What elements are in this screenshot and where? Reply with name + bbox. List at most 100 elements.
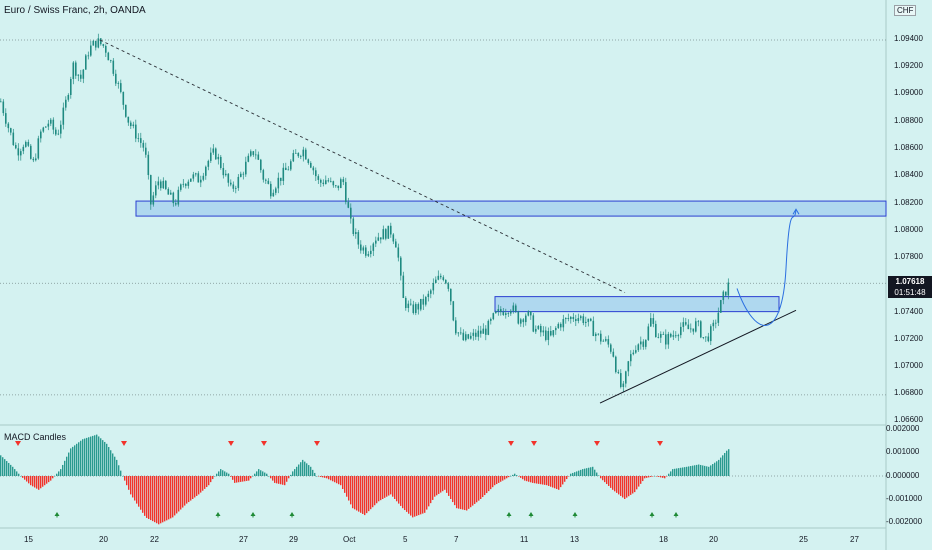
macd-histogram-bar bbox=[200, 476, 202, 493]
macd-histogram-bar bbox=[440, 476, 442, 493]
candle-body bbox=[492, 313, 495, 320]
candle-body bbox=[697, 321, 700, 323]
macd-histogram-bar bbox=[236, 476, 238, 483]
candle-body bbox=[407, 303, 410, 308]
macd-histogram-bar bbox=[654, 476, 656, 477]
candle-body bbox=[50, 119, 52, 124]
macd-histogram-bar bbox=[496, 476, 498, 485]
macd-histogram-bar bbox=[614, 476, 616, 492]
macd-histogram-bar bbox=[126, 476, 128, 486]
candle-body bbox=[270, 183, 272, 197]
buy-signal-marker bbox=[250, 512, 256, 516]
macd-histogram-bar bbox=[524, 476, 526, 481]
macd-histogram-bar bbox=[204, 476, 206, 489]
macd-histogram-bar bbox=[140, 476, 142, 510]
candle-body bbox=[700, 321, 702, 338]
candle-body bbox=[685, 322, 687, 325]
macd-histogram-bar bbox=[710, 465, 712, 476]
macd-histogram-bar bbox=[36, 476, 38, 489]
macd-histogram-bar bbox=[418, 476, 420, 516]
candle-body bbox=[560, 323, 562, 328]
macd-histogram-bar bbox=[584, 468, 586, 476]
candle-body bbox=[562, 319, 565, 328]
macd-histogram-bar bbox=[148, 476, 150, 519]
time-tick-label: 27 bbox=[850, 535, 859, 544]
macd-histogram-bar bbox=[698, 464, 700, 476]
candle-body bbox=[337, 185, 340, 189]
macd-histogram-bar bbox=[534, 476, 536, 484]
macd-histogram-bar bbox=[20, 476, 22, 477]
candle-body bbox=[295, 152, 297, 154]
macd-histogram-bar bbox=[98, 436, 100, 476]
candle-body bbox=[710, 326, 712, 342]
macd-histogram-bar bbox=[340, 476, 342, 486]
candle-body bbox=[402, 275, 405, 298]
currency-badge[interactable]: CHF bbox=[894, 5, 917, 16]
candle-body bbox=[507, 313, 510, 315]
macd-histogram-bar bbox=[410, 476, 412, 516]
macd-histogram-bar bbox=[170, 476, 172, 519]
macd-histogram-bar bbox=[686, 466, 688, 476]
macd-histogram-bar bbox=[406, 476, 408, 512]
macd-histogram-bar bbox=[498, 476, 500, 483]
candle-body bbox=[232, 184, 235, 189]
candle-body bbox=[97, 38, 100, 48]
macd-histogram-bar bbox=[542, 476, 544, 485]
macd-histogram-bar bbox=[572, 472, 574, 476]
candle-body bbox=[282, 167, 285, 181]
candle-body bbox=[357, 232, 360, 245]
macd-histogram-bar bbox=[552, 476, 554, 488]
macd-histogram-bar bbox=[286, 476, 288, 482]
macd-histogram-bar bbox=[252, 476, 254, 477]
macd-histogram-bar bbox=[16, 471, 18, 476]
candle-body bbox=[162, 180, 165, 189]
candle-body bbox=[22, 146, 25, 152]
candle-body bbox=[575, 319, 577, 321]
macd-histogram-bar bbox=[194, 476, 196, 498]
macd-histogram-bar bbox=[0, 455, 2, 476]
macd-tick-label: -0.002000 bbox=[886, 517, 923, 526]
macd-histogram-bar bbox=[210, 476, 212, 483]
candle-body bbox=[330, 181, 332, 183]
candle-body bbox=[645, 339, 647, 347]
macd-histogram-bar bbox=[324, 476, 326, 478]
macd-histogram-bar bbox=[468, 476, 470, 509]
macd-histogram-bar bbox=[40, 476, 42, 489]
candle-body bbox=[392, 234, 395, 242]
macd-histogram-bar bbox=[318, 476, 320, 477]
macd-histogram-bar bbox=[712, 464, 714, 476]
macd-histogram-bar bbox=[578, 470, 580, 476]
macd-histogram-bar bbox=[634, 476, 636, 493]
macd-histogram-bar bbox=[696, 464, 698, 476]
macd-histogram-bar bbox=[332, 476, 334, 482]
macd-panel-label[interactable]: MACD Candles bbox=[4, 432, 67, 442]
candle-body bbox=[112, 60, 115, 74]
macd-histogram-bar bbox=[434, 476, 436, 497]
macd-histogram-bar bbox=[94, 435, 96, 476]
candle-body bbox=[467, 334, 470, 339]
macd-histogram-bar bbox=[8, 462, 10, 476]
macd-histogram-bar bbox=[724, 453, 726, 476]
macd-histogram-bar bbox=[526, 476, 528, 482]
macd-histogram-bar bbox=[86, 437, 88, 476]
candle-body bbox=[622, 383, 625, 388]
macd-histogram-bar bbox=[184, 476, 186, 506]
time-tick-label: 20 bbox=[709, 535, 718, 544]
candle-body bbox=[365, 247, 367, 256]
macd-histogram-bar bbox=[706, 466, 708, 476]
macd-histogram-bar bbox=[92, 435, 94, 476]
macd-histogram-bar bbox=[604, 476, 606, 483]
candle-body bbox=[182, 183, 185, 185]
candle-body bbox=[25, 141, 27, 147]
macd-histogram-bar bbox=[232, 476, 234, 480]
macd-histogram-bar bbox=[728, 449, 730, 476]
macd-histogram-bar bbox=[296, 466, 298, 476]
candle-body bbox=[490, 319, 492, 321]
candle-body bbox=[465, 334, 467, 341]
macd-histogram-bar bbox=[596, 472, 598, 476]
candle-body bbox=[520, 319, 522, 324]
macd-histogram-bar bbox=[356, 476, 358, 511]
candle-body bbox=[125, 104, 127, 117]
macd-histogram-bar bbox=[64, 460, 66, 476]
